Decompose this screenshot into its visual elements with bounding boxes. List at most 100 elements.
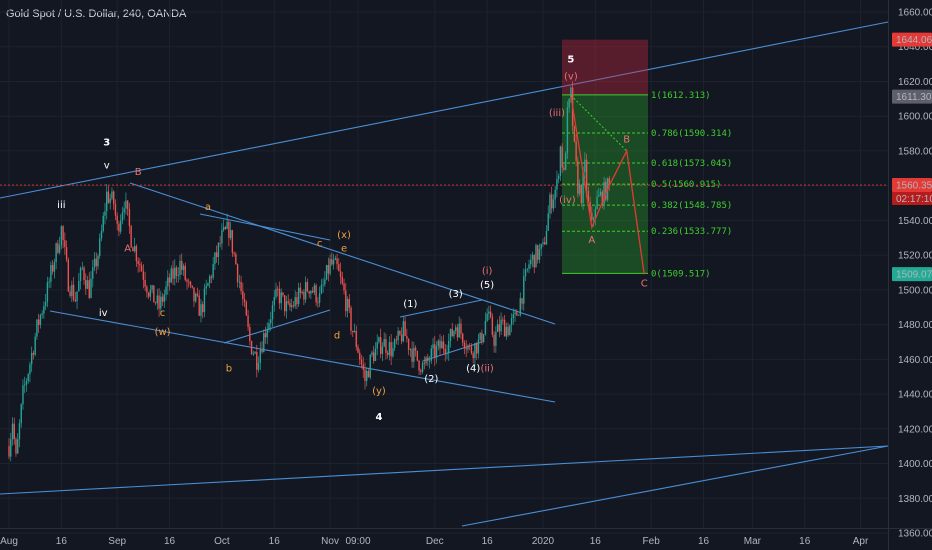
candle-body <box>542 242 544 244</box>
trend-line[interactable] <box>49 310 556 403</box>
fib-level-label: 0.786(1590.314) <box>651 129 732 139</box>
candle-body <box>154 302 157 304</box>
candle-body <box>32 352 35 355</box>
candle-body <box>285 301 288 312</box>
candle-body <box>240 281 242 292</box>
countdown-badge <box>892 192 932 206</box>
candle-body <box>292 305 295 307</box>
trend-line[interactable] <box>0 445 889 495</box>
candle-body <box>378 337 380 343</box>
candle-body <box>69 291 71 296</box>
candle-body <box>273 297 275 306</box>
candle-body <box>280 292 282 304</box>
wave-label: (i) <box>482 266 493 277</box>
candle-body <box>114 204 117 216</box>
candle-body <box>184 265 186 280</box>
candle-body <box>236 264 239 282</box>
projection-line[interactable] <box>570 95 645 275</box>
price-tick-label: 1600.000 <box>898 112 932 123</box>
candle-body <box>605 182 607 200</box>
candle-body <box>517 315 520 316</box>
candle-body <box>329 259 331 274</box>
candle-body <box>601 191 603 205</box>
candle-body <box>465 348 467 350</box>
trend-line[interactable] <box>223 309 331 344</box>
candle-body <box>85 280 87 289</box>
price-axis[interactable]: 1360.000 1380.000 1400.000 1420.000 1440.000… <box>888 0 932 550</box>
grid <box>0 0 888 534</box>
time-tick-label: Mar <box>744 536 762 547</box>
candle-body <box>289 303 291 308</box>
candle-body <box>193 287 195 302</box>
trend-line[interactable] <box>399 299 483 318</box>
candle-body <box>160 296 162 309</box>
price-badge <box>892 267 932 282</box>
candle-body <box>388 342 391 355</box>
projection-path[interactable] <box>570 95 645 275</box>
wave-label: (w) <box>155 327 171 338</box>
trend-line[interactable] <box>461 445 889 527</box>
candles <box>8 80 610 462</box>
price-tick-label: 1540.000 <box>898 216 932 227</box>
candle-body <box>177 274 179 276</box>
candle-body <box>594 208 597 218</box>
candle-body <box>22 385 24 405</box>
candle-body <box>364 369 366 381</box>
candle-body <box>491 317 494 335</box>
candle-body <box>315 285 317 303</box>
candle-body <box>76 291 78 302</box>
candle-body <box>509 325 511 336</box>
candle-body <box>123 208 125 213</box>
candle-body <box>275 288 277 298</box>
candle-body <box>535 245 537 268</box>
candle-body <box>584 159 586 173</box>
countdown-label: 02:17:10 <box>896 194 932 205</box>
projection-guide[interactable] <box>570 95 628 152</box>
candle-body <box>167 277 169 287</box>
trend-line[interactable] <box>0 21 889 199</box>
candle-body <box>350 307 352 331</box>
candle-body <box>318 293 321 303</box>
price-badge <box>892 178 932 193</box>
candle-body <box>547 213 549 231</box>
candle-body <box>392 348 394 357</box>
candle-body <box>444 348 446 354</box>
fib-level-label: 0.382(1548.785) <box>651 201 732 211</box>
candle-body <box>582 172 584 204</box>
candle-body <box>242 291 244 300</box>
trend-line[interactable] <box>199 213 331 241</box>
candle-body <box>475 343 478 354</box>
time-axis[interactable]: Aug 16 Sep 16 Oct 16 Nov 09:00 Dec 16 2020 16 Feb 16 M… <box>0 528 932 548</box>
candle-body <box>303 291 305 300</box>
candle-body <box>577 160 579 194</box>
candle-body <box>467 345 469 350</box>
candle-body <box>493 334 495 346</box>
candle-body <box>196 293 199 296</box>
candle-body <box>437 340 439 347</box>
trend-line[interactable] <box>129 182 556 325</box>
candle-body <box>418 360 420 371</box>
time-tick-label: 16 <box>269 536 281 547</box>
wave-label: b <box>226 363 232 374</box>
trend-lines[interactable] <box>0 21 889 527</box>
candle-body <box>245 301 248 316</box>
candle-body <box>592 217 595 220</box>
candle-body <box>353 330 356 333</box>
candle-body <box>175 267 178 276</box>
candle-body <box>439 340 441 349</box>
candle-body <box>359 352 361 360</box>
candle-body <box>238 281 241 283</box>
wave-label: (5) <box>480 280 494 291</box>
fibonacci-retracement[interactable]: 1(1612.313) 0.786(1590.314) 0.618(1573.045… <box>562 39 732 280</box>
candle-body <box>151 285 153 290</box>
candle-body <box>317 302 319 304</box>
candle-body <box>399 330 401 335</box>
candle-body <box>456 327 459 338</box>
candle-body <box>339 271 342 277</box>
fib-level-label: 0.5(1560.915) <box>651 180 721 190</box>
candle-body <box>282 292 284 296</box>
candle-body <box>111 191 113 199</box>
candle-body <box>557 175 560 179</box>
trend-line[interactable] <box>422 341 483 362</box>
